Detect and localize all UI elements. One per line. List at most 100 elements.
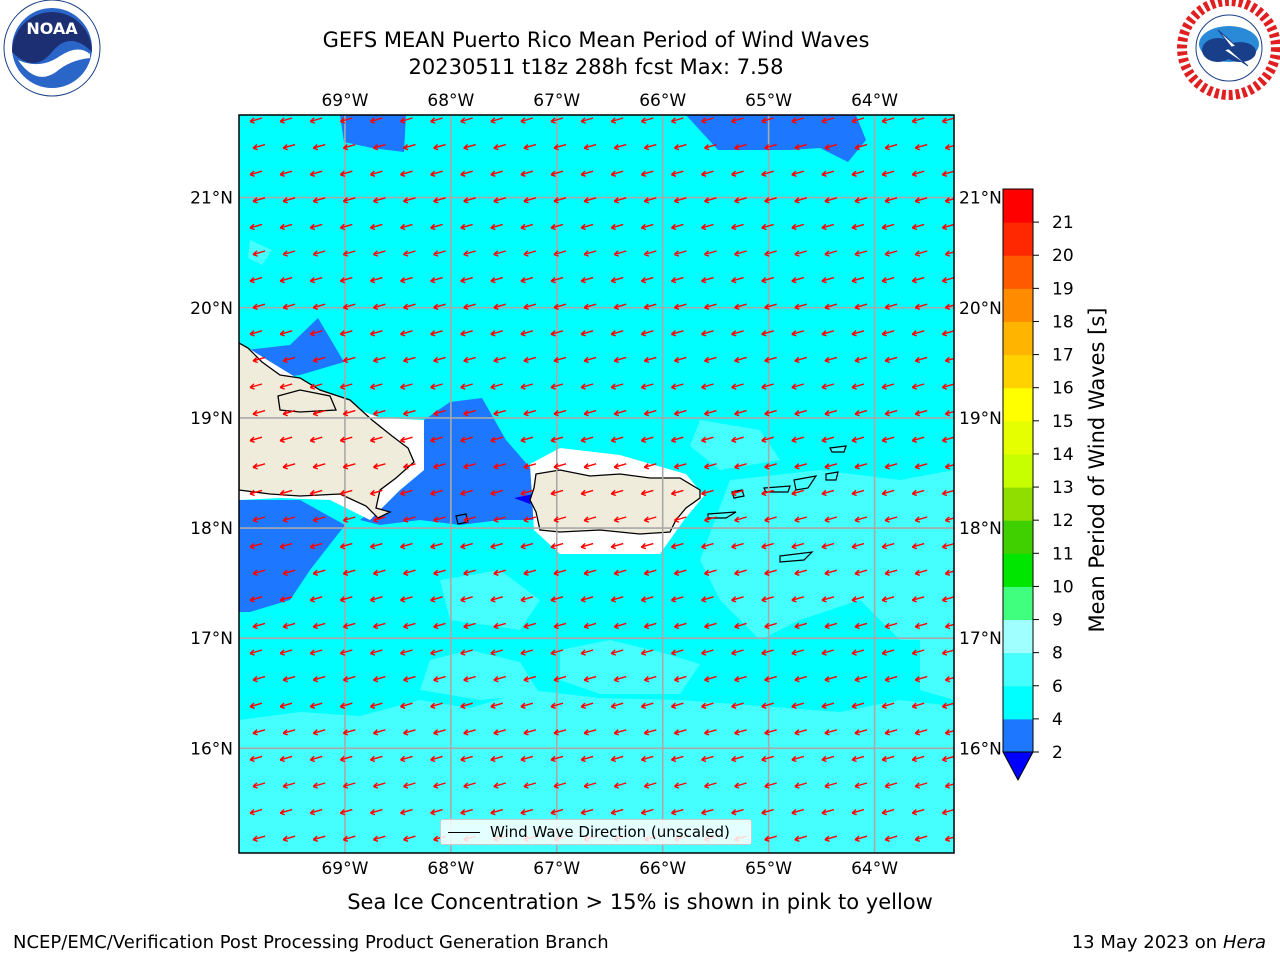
vector-arrow: [460, 755, 473, 763]
sea-ice-note-text: Sea Ice Concentration > 15% is shown in …: [347, 890, 933, 914]
vector-arrow: [911, 596, 925, 603]
vector-arrow: [252, 516, 266, 523]
vector-arrow: [911, 170, 925, 177]
vector-arrow: [734, 197, 747, 204]
vector-arrow: [794, 356, 807, 364]
vector-arrow: [583, 303, 597, 310]
footer-date-text: 13 May 2023 on: [1071, 932, 1218, 953]
vector-arrow: [944, 197, 954, 204]
vector-arrow: [854, 675, 868, 683]
vector-arrow: [490, 702, 503, 709]
vector-arrow: [372, 835, 386, 842]
vector-arrow: [580, 702, 594, 709]
lon-tick-bottom: 68°W: [427, 859, 474, 879]
vector-arrow: [282, 622, 296, 630]
vector-arrow: [944, 516, 954, 523]
vector-arrow: [282, 409, 296, 417]
colorbar-tick-label: 9: [1052, 611, 1063, 631]
vector-arrow: [824, 143, 838, 151]
vector-arrow: [430, 170, 443, 177]
vector-arrow: [583, 569, 597, 576]
vector-arrow: [553, 729, 567, 736]
vector-arrow: [550, 702, 564, 709]
vector-arrow: [460, 542, 473, 550]
vector-arrow: [821, 542, 835, 550]
vector-arrow: [279, 276, 293, 284]
vector-arrow: [673, 516, 687, 523]
vector-arrow: [550, 170, 564, 177]
vector-arrow: [312, 835, 326, 842]
vector-arrow: [791, 596, 804, 603]
vector-arrow: [580, 649, 594, 656]
vector-arrow: [252, 782, 266, 789]
vector-arrow: [493, 303, 506, 310]
vector-arrow: [460, 808, 473, 816]
vector-arrow: [884, 356, 898, 364]
vector-arrow: [731, 117, 744, 124]
vector-arrow: [701, 223, 714, 231]
vector-arrow: [731, 542, 744, 550]
vector-arrow: [430, 383, 443, 390]
vector-arrow: [881, 596, 895, 603]
vector-arrow: [282, 356, 296, 364]
vector-arrow: [342, 835, 356, 842]
vector-arrow: [553, 675, 567, 683]
vector-arrow: [523, 409, 537, 417]
vector-arrow: [613, 197, 627, 204]
vector-arrow: [610, 808, 624, 816]
vector-arrow: [941, 223, 954, 231]
vector-arrow: [610, 542, 624, 550]
colorbar-segment: [1003, 685, 1033, 720]
vector-arrow: [553, 516, 567, 523]
footer-host: Hera: [1222, 932, 1266, 953]
vector-arrow: [279, 649, 293, 656]
vector-arrow: [884, 250, 898, 257]
vector-arrow: [493, 463, 506, 470]
vector-arrow: [701, 649, 714, 656]
vector-arrow: [309, 117, 323, 124]
vector-arrow: [550, 808, 564, 816]
vector-arrow: [490, 808, 503, 816]
vector-arrow: [824, 409, 838, 417]
vector-arrow: [339, 383, 353, 390]
colorbar-tick-label: 18: [1052, 312, 1074, 332]
vector-arrow: [824, 250, 838, 257]
vector-arrow: [761, 702, 774, 709]
vector-arrow: [884, 197, 898, 204]
vector-arrow: [791, 383, 804, 390]
vector-arrow: [520, 489, 534, 497]
vector-arrow: [701, 276, 714, 284]
vector-arrow: [309, 755, 323, 763]
vector-arrow: [550, 755, 564, 763]
vector-arrow: [764, 197, 777, 204]
vector-arrow: [884, 143, 898, 151]
vector-arrow: [493, 729, 506, 736]
vector-arrow: [339, 489, 353, 497]
vector-arrow: [704, 250, 717, 257]
vector-arrow: [881, 383, 895, 390]
vector-arrow: [643, 409, 657, 417]
vector-arrow: [791, 489, 804, 497]
vector-arrow: [734, 463, 747, 470]
vector-arrow: [520, 596, 534, 603]
vector-arrow: [520, 330, 534, 337]
vector-arrow: [914, 303, 928, 310]
vector-arrow: [704, 569, 717, 576]
vector-arrow: [433, 303, 446, 310]
vector-arrow: [764, 516, 777, 523]
vector-arrow: [493, 356, 506, 364]
vector-arrow: [881, 436, 895, 443]
vector-arrow: [764, 569, 777, 576]
vector-arrow: [914, 463, 928, 470]
sea-ice-note: Sea Ice Concentration > 15% is shown in …: [0, 890, 1280, 914]
colorbar-tick-label: 13: [1052, 478, 1074, 498]
vector-arrow: [463, 675, 476, 683]
vector-arrow: [583, 622, 597, 630]
vector-arrow: [249, 170, 263, 177]
vector-arrow: [463, 197, 476, 204]
vector-arrow: [643, 463, 657, 470]
vector-arrow: [249, 702, 263, 709]
vector-arrow: [433, 197, 446, 204]
vector-arrow: [884, 675, 898, 683]
vector-arrow: [731, 170, 744, 177]
